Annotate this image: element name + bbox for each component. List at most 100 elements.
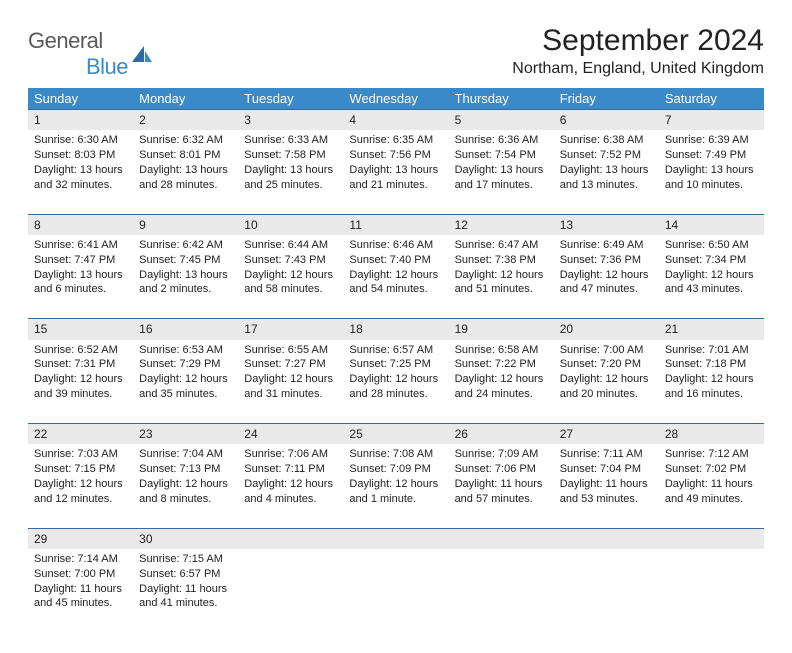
sunset-line: Sunset: 7:31 PM bbox=[34, 357, 127, 372]
sunset-line: Sunset: 6:57 PM bbox=[139, 567, 232, 582]
week-content-row: Sunrise: 6:52 AMSunset: 7:31 PM Daylight:… bbox=[28, 340, 764, 424]
day-number: 23 bbox=[133, 424, 238, 444]
day-content: Sunrise: 7:06 AMSunset: 7:11 PMDaylight:… bbox=[238, 444, 343, 512]
day-cell: Sunrise: 7:14 AMSunset: 7:00 PMDaylight:… bbox=[28, 549, 133, 633]
day-number: 9 bbox=[133, 215, 238, 235]
sunset-line: Sunset: 7:38 PM bbox=[455, 253, 548, 268]
daylight-line: and 43 minutes. bbox=[665, 282, 758, 297]
sunset-line: Sunset: 7:43 PM bbox=[244, 253, 337, 268]
day-content: Sunrise: 7:15 AMSunset: 6:57 PMDaylight:… bbox=[133, 549, 238, 617]
day-content: Sunrise: 7:03 AMSunset: 7:15 PMDaylight:… bbox=[28, 444, 133, 512]
sunset-line: Sunset: 7:25 PM bbox=[349, 357, 442, 372]
week-content-row: Sunrise: 6:30 AMSunset: 8:03 PMDaylight:… bbox=[28, 130, 764, 214]
sunset-line: Sunset: 7:04 PM bbox=[560, 462, 653, 477]
day-cell: Sunrise: 6:46 AMSunset: 7:40 PMDaylight:… bbox=[343, 235, 448, 319]
daylight-line: and 25 minutes. bbox=[244, 178, 337, 193]
day-content: Sunrise: 6:47 AMSunset: 7:38 PMDaylight:… bbox=[449, 235, 554, 303]
col-thursday: Thursday bbox=[449, 88, 554, 110]
sunrise-line: Sunrise: 6:55 AM bbox=[244, 343, 337, 358]
day-content: Sunrise: 6:55 AMSunset: 7:27 PMDaylight:… bbox=[238, 340, 343, 408]
day-cell: Sunrise: 6:41 AMSunset: 7:47 PMDaylight:… bbox=[28, 235, 133, 319]
sunset-line: Sunset: 7:06 PM bbox=[455, 462, 548, 477]
daylight-line: Daylight: 13 hours bbox=[139, 163, 232, 178]
daylight-line: Daylight: 13 hours bbox=[349, 163, 442, 178]
day-content: Sunrise: 7:04 AMSunset: 7:13 PMDaylight:… bbox=[133, 444, 238, 512]
day-number: 14 bbox=[659, 215, 764, 235]
day-cell: Sunrise: 6:39 AMSunset: 7:49 PMDaylight:… bbox=[659, 130, 764, 214]
sunset-line: Sunset: 7:54 PM bbox=[455, 148, 548, 163]
day-number-cell: 16 bbox=[133, 319, 238, 340]
sunset-line: Sunset: 7:47 PM bbox=[34, 253, 127, 268]
sunset-line: Sunset: 7:29 PM bbox=[139, 357, 232, 372]
day-content: Sunrise: 6:35 AMSunset: 7:56 PMDaylight:… bbox=[343, 130, 448, 198]
daylight-line: and 54 minutes. bbox=[349, 282, 442, 297]
sunrise-line: Sunrise: 7:09 AM bbox=[455, 447, 548, 462]
day-number-cell: 9 bbox=[133, 214, 238, 235]
day-number: 20 bbox=[554, 319, 659, 339]
daylight-line: Daylight: 13 hours bbox=[455, 163, 548, 178]
daylight-line: and 8 minutes. bbox=[139, 492, 232, 507]
day-number-cell: 27 bbox=[554, 424, 659, 445]
day-number: 3 bbox=[238, 110, 343, 130]
col-monday: Monday bbox=[133, 88, 238, 110]
day-number-cell: 5 bbox=[449, 110, 554, 131]
daylight-line: Daylight: 12 hours bbox=[349, 372, 442, 387]
day-number-cell: 22 bbox=[28, 424, 133, 445]
daylight-line: Daylight: 12 hours bbox=[349, 268, 442, 283]
daylight-line: and 17 minutes. bbox=[455, 178, 548, 193]
day-content: Sunrise: 6:41 AMSunset: 7:47 PMDaylight:… bbox=[28, 235, 133, 303]
day-cell: Sunrise: 6:53 AMSunset: 7:29 PMDaylight:… bbox=[133, 340, 238, 424]
day-cell: Sunrise: 7:03 AMSunset: 7:15 PMDaylight:… bbox=[28, 444, 133, 528]
day-number: 25 bbox=[343, 424, 448, 444]
day-cell: Sunrise: 7:15 AMSunset: 6:57 PMDaylight:… bbox=[133, 549, 238, 633]
day-number: 30 bbox=[133, 529, 238, 549]
sunrise-line: Sunrise: 6:32 AM bbox=[139, 133, 232, 148]
daylight-line: Daylight: 12 hours bbox=[665, 268, 758, 283]
daylight-line: Daylight: 12 hours bbox=[244, 477, 337, 492]
day-cell bbox=[343, 549, 448, 633]
daylight-line: and 35 minutes. bbox=[139, 387, 232, 402]
week-number-row: 2930 bbox=[28, 528, 764, 549]
daylight-line: Daylight: 12 hours bbox=[665, 372, 758, 387]
header-row: Sunday Monday Tuesday Wednesday Thursday… bbox=[28, 88, 764, 110]
day-number-cell: 28 bbox=[659, 424, 764, 445]
day-number-cell: 6 bbox=[554, 110, 659, 131]
day-number-cell: 4 bbox=[343, 110, 448, 131]
sunrise-line: Sunrise: 6:49 AM bbox=[560, 238, 653, 253]
daylight-line: and 21 minutes. bbox=[349, 178, 442, 193]
daylight-line: Daylight: 13 hours bbox=[139, 268, 232, 283]
day-number-cell: 1 bbox=[28, 110, 133, 131]
logo-word-1: General bbox=[28, 28, 103, 53]
daylight-line: and 53 minutes. bbox=[560, 492, 653, 507]
day-content: Sunrise: 6:32 AMSunset: 8:01 PMDaylight:… bbox=[133, 130, 238, 198]
daylight-line: Daylight: 11 hours bbox=[665, 477, 758, 492]
day-number: 15 bbox=[28, 319, 133, 339]
daylight-line: and 2 minutes. bbox=[139, 282, 232, 297]
month-title: September 2024 bbox=[512, 24, 764, 58]
day-cell: Sunrise: 6:35 AMSunset: 7:56 PMDaylight:… bbox=[343, 130, 448, 214]
week-content-row: Sunrise: 6:41 AMSunset: 7:47 PMDaylight:… bbox=[28, 235, 764, 319]
day-number-cell bbox=[343, 528, 448, 549]
daylight-line: Daylight: 12 hours bbox=[560, 268, 653, 283]
sunrise-line: Sunrise: 6:52 AM bbox=[34, 343, 127, 358]
day-content: Sunrise: 6:49 AMSunset: 7:36 PMDaylight:… bbox=[554, 235, 659, 303]
day-number-cell bbox=[238, 528, 343, 549]
day-number-cell: 23 bbox=[133, 424, 238, 445]
day-cell: Sunrise: 7:06 AMSunset: 7:11 PMDaylight:… bbox=[238, 444, 343, 528]
day-content: Sunrise: 7:14 AMSunset: 7:00 PMDaylight:… bbox=[28, 549, 133, 617]
daylight-line: Daylight: 12 hours bbox=[455, 372, 548, 387]
day-content: Sunrise: 6:42 AMSunset: 7:45 PMDaylight:… bbox=[133, 235, 238, 303]
day-cell: Sunrise: 7:08 AMSunset: 7:09 PMDaylight:… bbox=[343, 444, 448, 528]
col-wednesday: Wednesday bbox=[343, 88, 448, 110]
day-cell: Sunrise: 6:57 AMSunset: 7:25 PMDaylight:… bbox=[343, 340, 448, 424]
day-cell: Sunrise: 6:44 AMSunset: 7:43 PMDaylight:… bbox=[238, 235, 343, 319]
day-number: 12 bbox=[449, 215, 554, 235]
sunset-line: Sunset: 7:40 PM bbox=[349, 253, 442, 268]
sunset-line: Sunset: 7:11 PM bbox=[244, 462, 337, 477]
sunrise-line: Sunrise: 7:11 AM bbox=[560, 447, 653, 462]
daylight-line: Daylight: 11 hours bbox=[560, 477, 653, 492]
daylight-line: and 4 minutes. bbox=[244, 492, 337, 507]
day-number-cell: 7 bbox=[659, 110, 764, 131]
daylight-line: and 31 minutes. bbox=[244, 387, 337, 402]
day-number: 10 bbox=[238, 215, 343, 235]
